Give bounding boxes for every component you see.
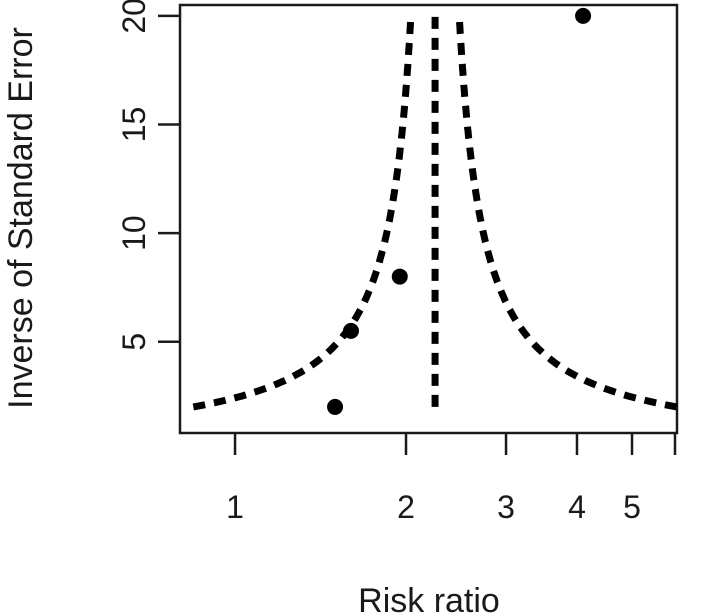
study-point: [342, 322, 359, 339]
x-tick-label: 3: [497, 489, 515, 525]
study-point: [391, 268, 408, 285]
y-axis: 5 10 15 20: [116, 0, 180, 351]
x-axis: 1 2 3 4 5: [226, 433, 677, 525]
y-tick-label: 5: [116, 333, 152, 351]
study-point: [575, 7, 592, 24]
funnel-lines: [192, 11, 678, 411]
study-point: [327, 398, 344, 415]
x-tick-label: 1: [226, 489, 244, 525]
plot-frame: [178, 3, 679, 435]
funnel-lower-limit: [192, 15, 415, 411]
y-tick-label: 20: [116, 0, 152, 34]
x-tick-label: 5: [623, 489, 641, 525]
study-points: [327, 7, 592, 415]
x-tick-label: 2: [397, 489, 415, 525]
y-tick-label: 10: [116, 215, 152, 251]
x-tick-label: 4: [568, 489, 586, 525]
x-axis-title: Risk ratio: [358, 582, 500, 616]
y-axis-title: Inverse of Standard Error: [2, 27, 40, 409]
y-tick-label: 15: [116, 107, 152, 143]
funnel-upper-limit: [455, 15, 678, 411]
